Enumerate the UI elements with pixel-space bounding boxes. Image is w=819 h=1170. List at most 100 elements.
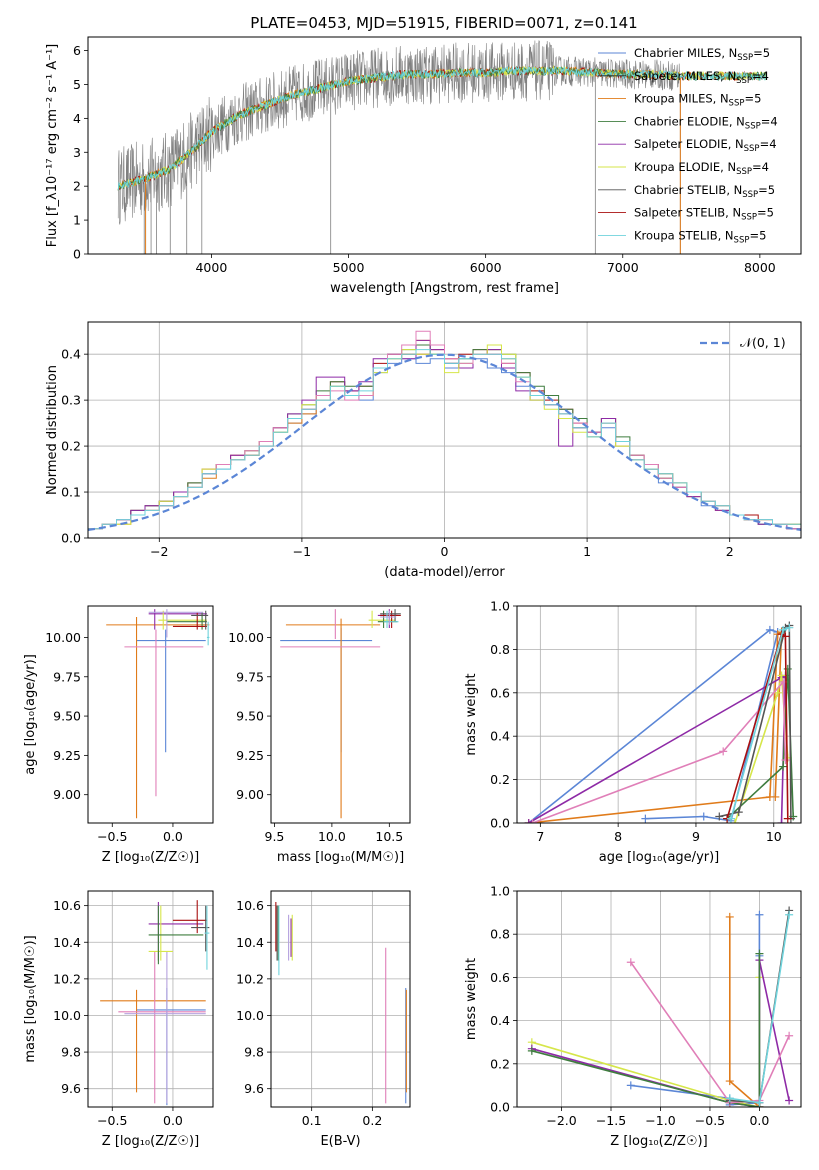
errorbar-point: [191, 905, 210, 952]
errorbar-point: [380, 609, 401, 622]
spectrum-legend: Chabrier MILES, NSSP=5 Salpeter MILES, NS…: [598, 46, 778, 245]
axes-frame: [516, 890, 802, 1108]
x-tick-label: −1.5: [596, 1113, 626, 1128]
errorbar-point: [124, 951, 206, 1104]
weight-marker: [755, 1098, 764, 1107]
errorbar-point: [124, 629, 204, 797]
y-tick-label: 4: [73, 111, 81, 126]
legend-label: Salpeter MILES, NSSP=4: [634, 69, 769, 86]
y-tick-label: 10.2: [236, 971, 264, 986]
x-tick-label: 7000: [607, 260, 639, 275]
y-tick-label: 10.4: [236, 935, 264, 950]
x-tick-label: 0.0: [749, 1113, 769, 1128]
x-tick-label: 10.0: [318, 829, 346, 844]
x-axis-label: Z [log₁₀(Z/Z☉)]: [610, 1134, 707, 1149]
y-tick-label: 9.50: [236, 709, 264, 724]
y-tick-label: 0.4: [490, 1013, 510, 1028]
y-tick-label: 0.8: [490, 927, 510, 942]
weight-marker: [725, 1094, 734, 1103]
x-tick-label: 0: [441, 544, 449, 559]
x-tick-label: 0.1: [302, 1113, 322, 1128]
y-tick-label: 9.25: [53, 748, 81, 763]
y-tick-label: 2: [73, 179, 81, 194]
y-tick-label: 0.4: [61, 347, 81, 362]
x-axis-label: Z [log₁₀(Z/Z☉)]: [102, 850, 199, 865]
x-tick-label: 1: [583, 544, 591, 559]
errorbar-point: [166, 612, 207, 630]
x-tick-label: 9: [692, 829, 700, 844]
weight-marker: [779, 762, 788, 771]
errorbar-point: [118, 951, 206, 1104]
weight-marker: [725, 912, 734, 921]
plot-area: [88, 330, 801, 531]
errorbar-point: [285, 618, 381, 819]
errorbar-point: [148, 609, 204, 638]
weight-marker: [781, 756, 790, 765]
legend-label: Kroupa STELIB, NSSP=5: [634, 228, 766, 245]
x-tick-label: −1: [293, 544, 311, 559]
y-tick-label: 10.00: [45, 630, 81, 645]
weight-marker: [725, 1077, 734, 1086]
y-tick-label: 0.6: [490, 685, 510, 700]
x-tick-label: −2: [150, 544, 168, 559]
panel-spectrum: 4000 5000 6000 7000 8000 0 1 2 3 4 5 6 wavelength [A…: [45, 36, 802, 296]
y-tick-label: 9.8: [244, 1045, 264, 1060]
weight-marker: [719, 747, 728, 756]
y-tick-label: 10.6: [53, 898, 81, 913]
weight-line: [528, 629, 779, 823]
errorbar-point: [100, 989, 206, 1093]
weight-marker: [785, 910, 794, 919]
y-tick-label: 9.6: [244, 1081, 264, 1096]
plot-area: [280, 609, 401, 819]
weight-marker: [771, 792, 780, 801]
y-tick-label: 10.4: [53, 935, 81, 950]
x-tick-label: 9.5: [265, 829, 285, 844]
errorbar-point: [368, 610, 396, 629]
weight-line: [531, 953, 761, 1107]
legend-label: Salpeter STELIB, NSSP=5: [634, 206, 774, 223]
weight-marker: [699, 812, 708, 821]
y-tick-label: 9.75: [53, 669, 81, 684]
y-tick-label: 0.4: [490, 729, 510, 744]
y-axis-label: mass [log₁₀(M/M☉)]: [23, 935, 38, 1062]
y-tick-label: 9.00: [53, 787, 81, 802]
x-tick-label: 5000: [333, 260, 365, 275]
y-tick-label: 0: [73, 247, 81, 262]
weight-marker: [528, 819, 537, 823]
spectrum-data-line: [117, 40, 681, 225]
y-axis-label: Normed distribution: [45, 365, 60, 495]
y-tick-label: 0.6: [490, 970, 510, 985]
weight-marker: [773, 688, 782, 697]
errorbar-point: [106, 617, 210, 819]
weight-marker: [785, 1096, 794, 1105]
y-tick-label: 9.00: [236, 787, 264, 802]
y-tick-label: 1.0: [490, 884, 510, 899]
x-axis-label: mass [log₁₀(M/M☉)]: [277, 850, 404, 865]
panel-mass_vs_z: −0.5 0.0 9.6 9.8 10.0 10.2 10.4 10.6 Z [log₁₀(Z/…: [23, 890, 214, 1149]
y-axis-label: mass weight: [464, 673, 479, 755]
plot-area: [117, 40, 767, 254]
weight-marker: [755, 910, 764, 919]
x-tick-label: 8: [614, 829, 622, 844]
y-tick-label: 10.0: [236, 1008, 264, 1023]
y-tick-label: 0.1: [61, 485, 81, 500]
plot-area: [275, 901, 407, 1104]
y-axis-label: mass weight: [464, 958, 479, 1040]
plot-area: [100, 900, 210, 1106]
panel-age_vs_z: −0.5 0.0 9.00 9.25 9.50 9.75 10.00 Z [log₁₀(Z/Z…: [23, 605, 214, 865]
errorbar-point: [136, 629, 206, 753]
weight-line: [729, 916, 760, 1107]
weight-line: [532, 679, 787, 823]
y-tick-label: 10.2: [53, 971, 81, 986]
y-tick-label: 0.0: [490, 1100, 510, 1115]
x-tick-label: 0.2: [362, 1113, 382, 1128]
errorbar-point: [280, 609, 381, 648]
weight-marker: [524, 819, 533, 823]
errorbar-point: [136, 988, 206, 1106]
legend-label: Kroupa MILES, NSSP=5: [634, 92, 761, 109]
y-tick-label: 0.8: [490, 642, 510, 657]
figure-title: PLATE=0453, MJD=51915, FIBERID=0071, z=0…: [250, 14, 637, 32]
y-tick-label: 10.00: [228, 630, 264, 645]
weight-marker: [777, 819, 786, 823]
errorbar-point: [204, 905, 210, 970]
